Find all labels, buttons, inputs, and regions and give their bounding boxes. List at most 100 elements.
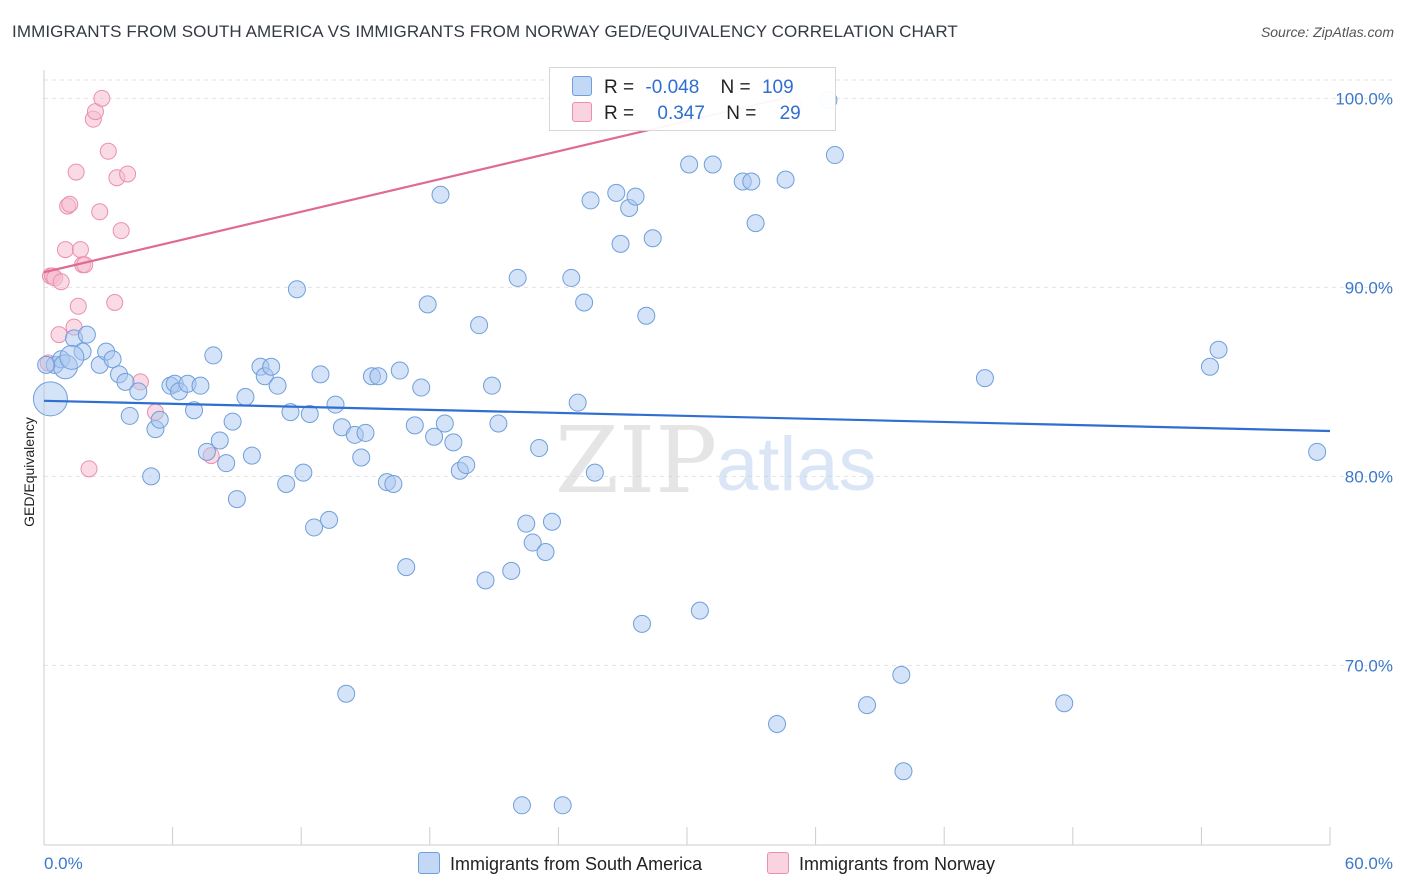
south-america-point — [77, 325, 96, 344]
south-america-point — [412, 378, 431, 397]
south-america-point — [397, 558, 416, 577]
legend-swatch-pink — [767, 852, 789, 874]
south-america-point — [268, 376, 287, 395]
south-america-point — [568, 393, 587, 412]
y-axis-label: GED/Equivalency — [21, 417, 37, 527]
south-america-point — [512, 796, 531, 815]
y-tick-label: 100.0% — [1335, 89, 1393, 108]
south-america-point — [305, 518, 324, 537]
south-america-point — [542, 512, 561, 531]
south-america-point — [489, 414, 508, 433]
south-america-point — [611, 234, 630, 253]
south-america-point — [457, 456, 476, 475]
stats-legend: R = -0.048 N = 109 R = 0.347 N = 29 — [549, 67, 836, 131]
legend-r-label: R = — [604, 103, 635, 124]
south-america-point — [530, 439, 549, 458]
south-america-point — [536, 543, 555, 562]
south-america-point — [384, 474, 403, 493]
south-america-point — [337, 684, 356, 703]
axes — [43, 70, 1331, 846]
south-america-point — [277, 474, 296, 493]
legend-label: Immigrants from Norway — [799, 854, 996, 874]
south-america-point — [59, 344, 85, 370]
y-tick-label: 90.0% — [1345, 278, 1393, 297]
south-america-point — [418, 295, 437, 314]
south-america-point — [405, 416, 424, 435]
south-america-point — [746, 214, 765, 233]
south-america-point — [311, 365, 330, 384]
south-america-point — [210, 431, 229, 450]
south-america-point — [236, 388, 255, 407]
south-america-point — [637, 306, 656, 325]
south-america-point — [390, 361, 409, 380]
south-america-point — [1200, 357, 1219, 376]
norway-point — [80, 460, 98, 478]
norway-point — [67, 163, 85, 181]
y-tick-label: 70.0% — [1345, 656, 1393, 675]
south-america-point — [129, 382, 148, 401]
legend-row-norway: R = 0.347 N = 29 — [572, 102, 801, 126]
south-america-points — [32, 91, 1327, 815]
south-america-point — [703, 155, 722, 174]
legend-n-label: N = — [720, 77, 751, 98]
south-america-point — [575, 293, 594, 312]
norway-point — [112, 222, 130, 240]
south-america-point — [626, 187, 645, 206]
south-america-point — [581, 191, 600, 210]
south-america-point — [223, 412, 242, 431]
legend-swatch-pink — [572, 102, 592, 122]
watermark-zip: ZIP — [555, 407, 717, 514]
south-america-point — [1308, 442, 1327, 461]
legend-n-value: 29 — [779, 103, 801, 124]
legend-item-norway: Immigrants from Norway — [767, 852, 995, 875]
legend-r-value: 0.347 — [657, 103, 705, 124]
south-america-point — [768, 715, 787, 734]
legend-label: Immigrants from South America — [450, 854, 703, 874]
south-america-point — [508, 268, 527, 287]
south-america-point — [892, 665, 911, 684]
south-america-point — [1055, 694, 1074, 713]
legend-n-value: 109 — [761, 77, 794, 98]
norway-point — [106, 294, 124, 311]
watermark: ZIP atlas — [555, 407, 877, 514]
legend-r-label: R = — [604, 77, 635, 98]
south-america-point — [690, 601, 709, 620]
norway-point — [52, 273, 70, 291]
south-america-point — [502, 561, 521, 580]
south-america-point — [482, 376, 501, 395]
south-america-point — [431, 185, 450, 204]
norway-point — [91, 203, 109, 221]
south-america-point — [294, 463, 313, 482]
south-america-point — [585, 463, 604, 482]
south-america-point — [281, 403, 300, 422]
south-america-point — [1209, 340, 1228, 359]
south-america-point — [444, 433, 463, 452]
south-america-point — [142, 467, 161, 486]
legend-swatch-blue — [418, 852, 440, 874]
series-legend: Immigrants from South America Immigrants… — [0, 852, 1406, 878]
south-america-point — [356, 423, 375, 442]
south-america-point — [476, 571, 495, 590]
norway-point — [56, 241, 74, 259]
south-america-point — [191, 376, 210, 395]
south-america-point — [37, 355, 56, 374]
norway-point — [61, 195, 79, 213]
legend-n-label: N = — [726, 103, 757, 124]
south-america-point — [300, 405, 319, 424]
south-america-point — [204, 346, 223, 365]
south-america-point — [776, 170, 795, 189]
trend-lines — [43, 97, 1331, 433]
y-tick-label: 80.0% — [1345, 467, 1393, 486]
x-tick-label: 0.0% — [44, 854, 83, 873]
south-america-point — [32, 381, 68, 417]
norway-point — [119, 165, 137, 183]
south-america-point — [227, 490, 246, 509]
south-america-point — [425, 427, 444, 446]
south-america-point — [287, 280, 306, 299]
south-america-point — [562, 268, 581, 287]
norway-point — [71, 241, 89, 259]
x-tick-label: 60.0% — [1345, 854, 1393, 873]
legend-swatch-blue — [572, 76, 592, 96]
south-america-point — [217, 454, 236, 473]
